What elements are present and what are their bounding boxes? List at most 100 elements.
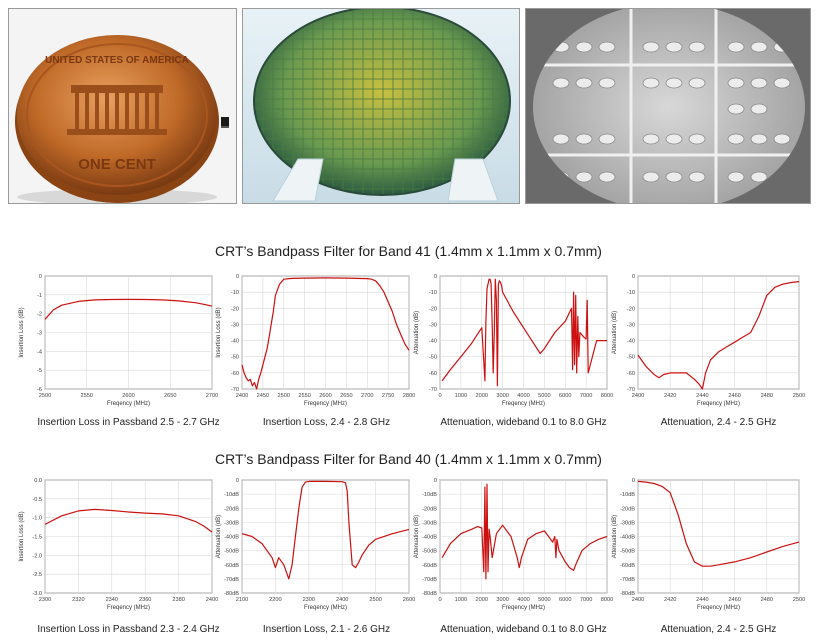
chart6-xtick-label: 5000 <box>538 597 550 603</box>
chart6-ytick-label: -70dB <box>422 577 437 583</box>
chart6-xlabel: Freqency (MHz) <box>502 605 545 611</box>
chart3-ylabel: Attenuation (dB) <box>612 311 618 354</box>
chart2-ytick-label: -20 <box>429 306 437 312</box>
chart1-xlabel: Freqency (MHz) <box>304 401 347 407</box>
chart2-xtick-label: 8000 <box>601 393 613 399</box>
caption-b41-1: Insertion Loss in Passband 2.5 - 2.7 GHz <box>37 417 220 428</box>
chart4-xtick-label: 2400 <box>206 597 218 603</box>
wafer-holder-left <box>272 158 324 202</box>
chart3-ytick-label: -60 <box>627 371 635 377</box>
chart0-ytick-label: -2 <box>37 312 42 318</box>
chart7-ytick-label: -30dB <box>620 520 635 526</box>
chart2-ytick-label: -30 <box>429 322 437 328</box>
chart5-ytick-label: -70dB <box>224 577 239 583</box>
chart2-xtick-label: 5000 <box>538 393 550 399</box>
chart5-xtick-label: 2200 <box>269 597 281 603</box>
chart1-xtick-label: 2650 <box>340 393 352 399</box>
coin-text-bottom: ONE CENT <box>78 156 156 173</box>
chart2-ytick-label: -40 <box>429 339 437 345</box>
chart6-xtick-label: 4000 <box>517 597 529 603</box>
chart2-series-line <box>441 278 607 387</box>
chart2-xtick-label: 6000 <box>559 393 571 399</box>
chart0-xtick-label: 2650 <box>164 393 176 399</box>
caption-b40-4: Attenuation, 2.4 - 2.5 GHz <box>660 624 777 635</box>
chart4-series-line <box>44 508 213 533</box>
chart7-xtick-label: 2400 <box>632 597 644 603</box>
chart5-ylabel: Attenuation (dB) <box>216 515 222 558</box>
chart2-ytick-label: 0 <box>434 274 437 280</box>
chart4-xtick-label: 2300 <box>39 597 51 603</box>
chart5-ytick-label: -50dB <box>224 549 239 555</box>
chart0-ytick-label: 0 <box>39 274 42 280</box>
chart4-ytick-label: -1.0 <box>32 516 42 522</box>
chart3-xtick-label: 2500 <box>793 393 805 399</box>
filter-chip <box>221 117 229 128</box>
chart2-xtick-label: 3000 <box>496 393 508 399</box>
chart3-ytick-label: -50 <box>627 355 635 361</box>
chart7-ylabel: Attenuation (dB) <box>612 515 618 558</box>
chart4-ylabel: Insertion Loss (dB) <box>19 511 25 561</box>
photo-wafer <box>242 8 520 204</box>
chart6-ytick-label: -60dB <box>422 563 437 569</box>
caption-b41-2: Insertion Loss, 2.4 - 2.8 GHz <box>262 417 391 428</box>
chart0-xtick-label: 2500 <box>39 393 51 399</box>
chart5-xlabel: Freqency (MHz) <box>304 605 347 611</box>
chart7-series-line <box>637 480 800 567</box>
coin-text-top: UNITED STATES OF AMERICA <box>45 55 189 66</box>
chart1-ytick-label: -10 <box>231 290 239 296</box>
chart0-xlabel: Freqency (MHz) <box>107 401 150 407</box>
chart6-plot-area <box>439 479 608 594</box>
chart6-xtick-label: 0 <box>438 597 441 603</box>
chart2-xtick-label: 0 <box>438 393 441 399</box>
chart1-ytick-label: -70 <box>231 387 239 393</box>
chart2-plot-area <box>439 275 608 390</box>
chart1-xtick-label: 2450 <box>257 393 269 399</box>
chart7-xtick-label: 2460 <box>728 597 740 603</box>
chart5-ytick-label: -80dB <box>224 591 239 597</box>
chart2-xtick-label: 2000 <box>476 393 488 399</box>
chart5-ytick-label: 0 <box>236 478 239 484</box>
chart0-plot-area <box>44 275 213 390</box>
chart1-ytick-label: -50 <box>231 355 239 361</box>
caption-b40-1: Insertion Loss in Passband 2.3 - 2.4 GHz <box>37 624 220 635</box>
chart6-xtick-label: 8000 <box>601 597 613 603</box>
chart1-ytick-label: -30 <box>231 322 239 328</box>
chart5-ytick-label: -60dB <box>224 563 239 569</box>
chart1-xtick-label: 2800 <box>403 393 415 399</box>
chart3-ytick-label: -40 <box>627 339 635 345</box>
chart3-ytick-label: -20 <box>627 306 635 312</box>
chart1-xtick-label: 2600 <box>319 393 331 399</box>
chart0-ytick-label: -4 <box>37 349 42 355</box>
chart2-ytick-label: -70 <box>429 387 437 393</box>
chart5-xtick-label: 2400 <box>336 597 348 603</box>
chart7-ytick-label: -60dB <box>620 563 635 569</box>
wafer-holder-right <box>447 158 499 202</box>
chart4-xtick-label: 2320 <box>72 597 84 603</box>
chart3-xtick-label: 2400 <box>632 393 644 399</box>
chart0-xtick-label: 2700 <box>206 393 218 399</box>
chart2-ytick-label: -60 <box>429 371 437 377</box>
chart6-ytick-label: 0 <box>434 478 437 484</box>
chart4-ytick-label: -2.0 <box>32 553 42 559</box>
chart2-ytick-label: -10 <box>429 290 437 296</box>
chart3-series-line <box>637 281 800 390</box>
chart3-xtick-label: 2480 <box>761 393 773 399</box>
chart2-xtick-label: 7000 <box>580 393 592 399</box>
chart5-series-line <box>241 480 410 580</box>
chart3-xtick-label: 2420 <box>664 393 676 399</box>
chart0-ytick-label: -3 <box>37 331 42 337</box>
chart0-ytick-label: -6 <box>37 387 42 393</box>
chart6-ytick-label: -50dB <box>422 549 437 555</box>
chart7-xtick-label: 2420 <box>664 597 676 603</box>
chart1-xtick-label: 2750 <box>382 393 394 399</box>
chart5-ytick-label: -40dB <box>224 535 239 541</box>
photo-sem-micrograph <box>525 8 811 204</box>
chart5-xtick-label: 2300 <box>303 597 315 603</box>
chart3-xtick-label: 2440 <box>696 393 708 399</box>
chart7-ytick-label: -20dB <box>620 506 635 512</box>
chart6-xtick-label: 6000 <box>559 597 571 603</box>
chart5-ytick-label: -10dB <box>224 492 239 498</box>
chart6-ytick-label: -40dB <box>422 535 437 541</box>
chart6-ytick-label: -80dB <box>422 591 437 597</box>
chart3-plot-area <box>637 275 800 390</box>
